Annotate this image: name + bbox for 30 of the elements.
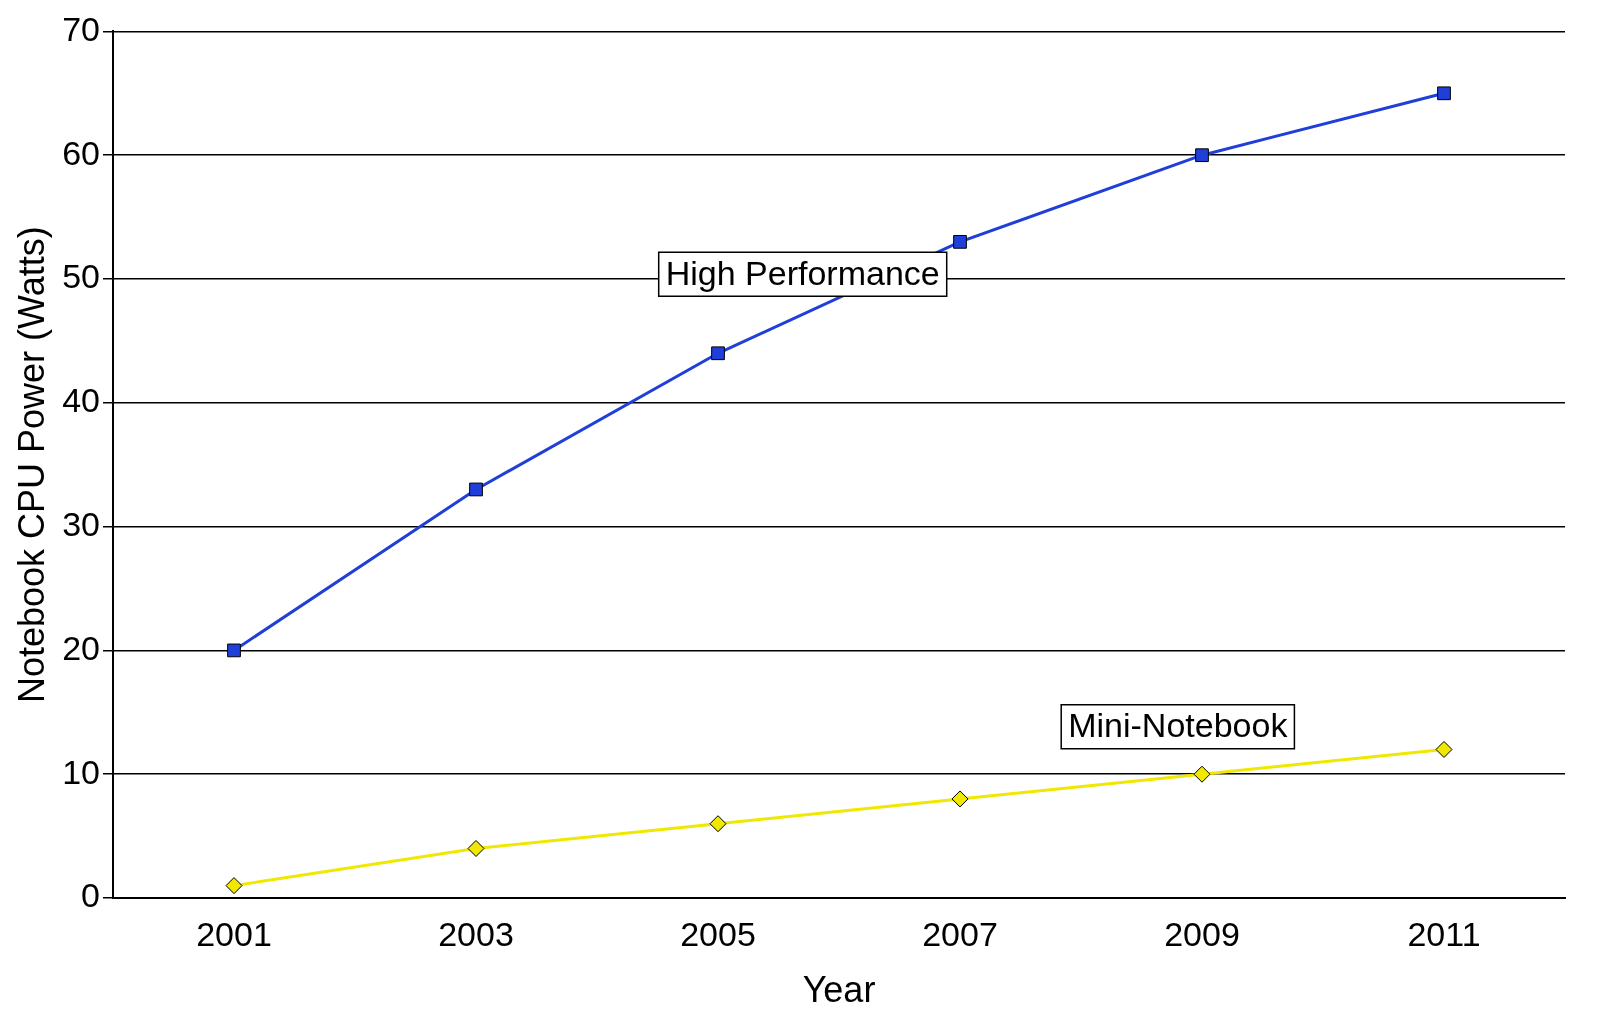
- point: [469, 482, 483, 497]
- point: [953, 235, 967, 249]
- point: [227, 643, 241, 658]
- x-tick-label: 2009: [1164, 914, 1240, 953]
- x-axis-title: Year: [802, 969, 876, 1011]
- x-tick-label: 2003: [438, 914, 514, 953]
- series-label: High Performance: [665, 253, 940, 292]
- x-tick-label: 2001: [196, 914, 272, 953]
- point: [951, 790, 969, 808]
- point: [711, 346, 725, 361]
- x-tick-label: 2011: [1407, 914, 1481, 953]
- point: [1435, 740, 1453, 758]
- point: [1195, 148, 1209, 163]
- point: [1193, 765, 1211, 783]
- y-tick-label: 50: [62, 257, 101, 296]
- y-tick-label: 40: [62, 381, 101, 420]
- point: [1437, 86, 1451, 101]
- y-axis-title: Notebook CPU Power (Watts): [10, 226, 52, 704]
- point: [225, 877, 243, 895]
- y-tick-label: 0: [81, 876, 101, 915]
- y-tick-label: 70: [62, 9, 101, 48]
- y-tick-label: 60: [62, 133, 101, 172]
- y-tick-label: 20: [62, 628, 101, 667]
- point: [467, 839, 485, 857]
- y-tick-label: 10: [62, 752, 101, 791]
- series-label: Mini-Notebook: [1068, 706, 1289, 745]
- x-tick-label: 2007: [922, 914, 998, 953]
- y-tick-label: 30: [62, 504, 101, 543]
- point: [709, 815, 727, 833]
- x-tick-label: 2005: [680, 914, 756, 953]
